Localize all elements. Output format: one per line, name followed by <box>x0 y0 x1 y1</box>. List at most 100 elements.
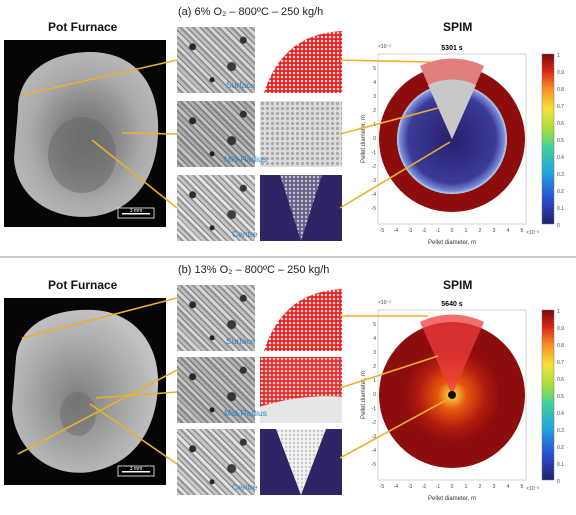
y-tick: 4 <box>373 336 376 342</box>
y-tick: -4 <box>372 448 377 454</box>
x-tick: 0 <box>451 484 454 490</box>
scale-bar-label: 3 mm <box>130 208 143 214</box>
panel-title: (b) 13% O₂ – 800ºC – 250 kg/h <box>178 264 330 276</box>
x-tick: 5 <box>521 228 524 234</box>
pellet-cross-section: 3 mm <box>4 298 166 485</box>
colorbar-tick: 0.4 <box>557 411 564 417</box>
y-tick: 3 <box>373 350 376 356</box>
x-tick: 0 <box>451 228 454 234</box>
model-centre <box>260 429 342 495</box>
panel-b: (b) 13% O₂ – 800ºC – 250 kg/h Pot Furnac… <box>0 258 576 515</box>
colorbar-tick: 0.5 <box>557 138 564 144</box>
y-tick: 4 <box>373 80 376 86</box>
colorbar-tick: 0.3 <box>557 172 564 178</box>
x-tick: -3 <box>408 228 413 234</box>
y-tick: -4 <box>372 192 377 198</box>
x-tick-labels: -5 -4 -3 -2 -1 0 1 2 3 4 5 <box>380 228 524 234</box>
colorbar-tick: 0.7 <box>557 360 564 366</box>
colorbar-tick: 0.5 <box>557 394 564 400</box>
colorbar-tick: 1 <box>557 309 560 315</box>
colorbar-tick: 0.8 <box>557 87 564 93</box>
x-tick: 4 <box>507 228 510 234</box>
x-tick: -5 <box>380 484 385 490</box>
x-exponent: ×10⁻³ <box>526 486 539 492</box>
spim-heading: SPIM <box>443 20 473 34</box>
colorbar-tick: 0.1 <box>557 462 564 468</box>
x-tick: 1 <box>465 228 468 234</box>
pot-furnace-heading: Pot Furnace <box>48 20 118 34</box>
x-exponent: ×10⁻³ <box>526 230 539 236</box>
x-tick: -4 <box>394 228 399 234</box>
y-tick: -2 <box>372 420 377 426</box>
y-tick: -2 <box>372 164 377 170</box>
y-tick: 1 <box>373 378 376 384</box>
micrograph-mid-radius <box>177 357 255 423</box>
x-axis-label: Pellet diameter, m <box>428 496 476 502</box>
colorbar-tick: 0.1 <box>557 206 564 212</box>
model-mid-radius <box>260 357 342 423</box>
y-exponent: ×10⁻³ <box>378 44 391 50</box>
colorbar-tick: 0 <box>557 223 560 229</box>
y-tick: 3 <box>373 94 376 100</box>
colorbar-tick: 0.3 <box>557 428 564 434</box>
model-centre <box>260 175 342 241</box>
colorbar-tick: 0.2 <box>557 189 564 195</box>
model-mid-radius <box>260 101 342 167</box>
connector-lines <box>17 297 451 465</box>
spim-heading: SPIM <box>443 278 473 292</box>
label-mid-radius: Mid-Radius <box>224 408 267 418</box>
panel-a: (a) 6% O₂ – 800ºC – 250 kg/h Pot Furnace… <box>0 0 576 257</box>
colorbar-tick: 0.2 <box>557 445 564 451</box>
panel-title: (a) 6% O₂ – 800ºC – 250 kg/h <box>178 6 324 18</box>
y-tick: 0 <box>373 136 376 142</box>
colorbar <box>541 309 555 481</box>
x-tick: 3 <box>493 228 496 234</box>
colorbar-tick: 0.6 <box>557 377 564 383</box>
x-tick: -3 <box>408 484 413 490</box>
micrograph-surface <box>177 27 255 93</box>
y-axis-label: Pellet diameter, m <box>361 371 367 419</box>
label-centre: Centre <box>232 229 258 239</box>
model-surface <box>260 27 342 93</box>
y-tick: -5 <box>372 462 377 468</box>
x-tick: 2 <box>479 228 482 234</box>
y-tick-labels: 5 4 3 2 1 0 -1 -2 -3 -4 -5 <box>372 322 377 468</box>
y-tick: -3 <box>372 434 377 440</box>
colorbar <box>541 53 555 225</box>
x-tick: 3 <box>493 484 496 490</box>
spim-plot: 5640 s ×10⁻³ ×10⁻³ Pellet diameter, m Pe… <box>361 300 564 502</box>
y-tick: -5 <box>372 206 377 212</box>
y-tick: -1 <box>372 150 377 156</box>
label-mid-radius: Mid-Radius <box>224 154 267 164</box>
panel-divider <box>0 256 576 258</box>
x-axis-label: Pellet diameter, m <box>428 240 476 246</box>
colorbar-tick: 1 <box>557 53 560 59</box>
y-axis-label: Pellet diameter, m <box>361 115 367 163</box>
x-tick: 4 <box>507 484 510 490</box>
y-tick: 2 <box>373 108 376 114</box>
colorbar-tick: 0.8 <box>557 343 564 349</box>
pellet-cross-section: 3 mm <box>4 40 166 227</box>
x-tick: -1 <box>436 228 441 234</box>
x-tick: -1 <box>436 484 441 490</box>
colorbar-tick: 0.4 <box>557 155 564 161</box>
x-tick: 1 <box>465 484 468 490</box>
pellet-image: 3 mm <box>14 52 159 219</box>
micrograph-centre <box>177 429 255 495</box>
scale-bar-label: 3 mm <box>130 466 143 472</box>
x-tick-labels: -5 -4 -3 -2 -1 0 1 2 3 4 5 <box>380 484 524 490</box>
micrograph-centre <box>177 175 255 241</box>
colorbar-tick-labels: 1 0.9 0.8 0.7 0.6 0.5 0.4 0.3 0.2 0.1 0 <box>557 309 564 485</box>
colorbar-tick: 0.6 <box>557 121 564 127</box>
x-tick: -4 <box>394 484 399 490</box>
y-tick: 5 <box>373 322 376 328</box>
label-centre: Centre <box>232 482 258 492</box>
micrograph-mid-radius <box>177 101 255 167</box>
y-tick: -1 <box>372 406 377 412</box>
colorbar-tick: 0.9 <box>557 70 564 76</box>
y-tick-labels: 5 4 3 2 1 0 -1 -2 -3 -4 -5 <box>372 66 377 212</box>
label-surface: Surface <box>226 80 256 90</box>
x-tick: 5 <box>521 484 524 490</box>
colorbar-tick-labels: 1 0.9 0.8 0.7 0.6 0.5 0.4 0.3 0.2 0.1 0 <box>557 53 564 229</box>
y-tick: -3 <box>372 178 377 184</box>
